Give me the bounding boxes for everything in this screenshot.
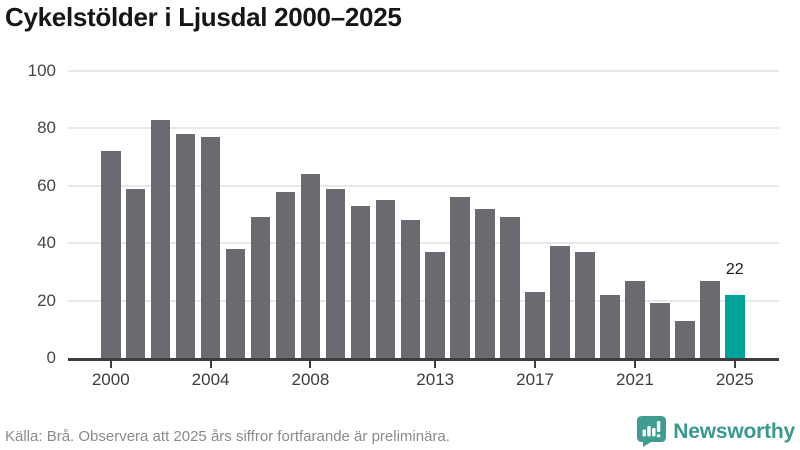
gridline <box>68 184 779 187</box>
x-tick-label: 2008 <box>291 370 330 389</box>
bar-2025 <box>725 294 745 358</box>
x-tick-label: 2025 <box>715 370 754 389</box>
x-axis-tick <box>434 361 437 368</box>
gridline <box>68 299 779 302</box>
bar-2001 <box>125 188 146 358</box>
bar-2009 <box>325 188 346 358</box>
x-tick-label: 2013 <box>416 370 455 389</box>
bar-2007 <box>275 191 296 358</box>
x-tick-label: 2000 <box>91 370 130 389</box>
bar-2016 <box>500 217 520 358</box>
x-axis-tick <box>633 361 636 368</box>
bar-2002 <box>150 119 171 358</box>
bar-2018 <box>550 246 570 358</box>
bar-2006 <box>250 217 271 358</box>
x-tick-label: 2021 <box>615 370 654 389</box>
bar-2005 <box>225 248 246 358</box>
bar-2015 <box>475 208 495 358</box>
y-tick-label: 20 <box>37 290 56 310</box>
x-axis: 2000 2004 2008 2013 2017 2021 2025 <box>68 361 779 393</box>
newsworthy-logo-icon <box>637 416 667 447</box>
x-tick-label: 2017 <box>516 370 554 389</box>
bar-2004 <box>200 137 221 358</box>
y-tick-label: 100 <box>27 61 56 80</box>
bar-2019 <box>575 251 595 358</box>
x-axis-tick <box>309 361 312 368</box>
plot-area: 22 <box>68 70 779 361</box>
gridline <box>68 242 779 245</box>
x-axis-tick <box>109 361 112 368</box>
bar-2012 <box>400 220 421 358</box>
bar-2022 <box>650 303 670 358</box>
bar-2011 <box>375 200 396 358</box>
x-axis-tick <box>209 361 212 368</box>
x-axis-tick <box>733 361 736 368</box>
bar-2013 <box>425 251 445 358</box>
chart-title: Cykelstölder i Ljusdal 2000–2025 <box>5 2 402 32</box>
newsworthy-brand: Newsworthy <box>637 415 795 448</box>
y-tick-label: 40 <box>37 233 56 253</box>
bar-2000 <box>101 151 121 358</box>
bar-2010 <box>350 205 371 358</box>
bar-2008 <box>300 174 321 358</box>
value-label: 22 <box>725 260 744 278</box>
bar-2024 <box>700 280 720 358</box>
source-note: Källa: Brå. Observera att 2025 års siffr… <box>5 428 450 445</box>
newsworthy-wordmark: Newsworthy <box>673 419 795 443</box>
y-tick-label: 60 <box>37 175 56 195</box>
gridline <box>68 70 779 72</box>
bar-2003 <box>175 134 196 358</box>
bar-2021 <box>625 280 645 358</box>
bar-2014 <box>450 197 470 358</box>
bar-2023 <box>675 320 695 358</box>
y-axis: 0 20 40 60 80 100 <box>0 61 56 367</box>
x-tick-label: 2004 <box>191 370 230 389</box>
x-axis-tick <box>534 361 537 368</box>
bar-2017 <box>525 292 545 358</box>
y-tick-label: 0 <box>46 348 56 367</box>
gridline <box>68 127 779 130</box>
bar-2020 <box>600 294 620 358</box>
y-tick-label: 80 <box>37 118 56 138</box>
